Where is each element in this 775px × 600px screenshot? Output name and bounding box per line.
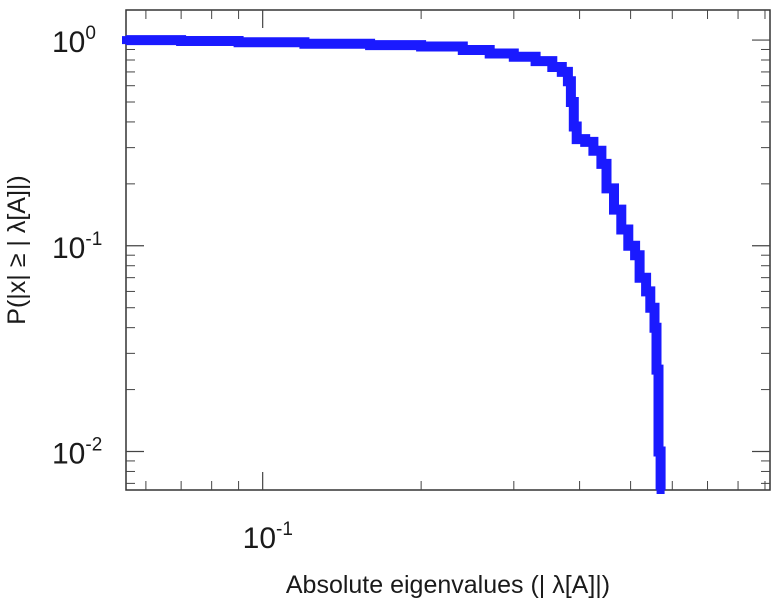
y-tick-label: 10-1 (52, 229, 102, 265)
series-point (610, 205, 618, 214)
series-line (126, 35, 666, 490)
series-point (589, 146, 598, 155)
series-point (563, 77, 572, 86)
series-point (646, 303, 655, 312)
series-point (581, 137, 590, 146)
series-point (531, 57, 540, 66)
tick-labels: 10-1 100 10-1 10-2 (52, 23, 293, 555)
series-point (122, 36, 130, 45)
series-point (656, 486, 665, 494)
series-point (366, 41, 375, 50)
y-axis-label: P(|x| ≥ | λ[A]|) (3, 175, 31, 324)
series-point (509, 52, 518, 61)
series-point (300, 39, 309, 48)
series-point (617, 225, 626, 234)
series-point (631, 251, 640, 260)
series-point (566, 98, 575, 106)
series-layer (122, 35, 666, 494)
series-point (597, 159, 606, 168)
series-point (177, 37, 186, 45)
minor-ticks (126, 10, 770, 490)
series-point (557, 67, 566, 76)
major-ticks (126, 10, 770, 490)
series-point (548, 63, 557, 71)
series-point (572, 135, 581, 144)
series-point (642, 287, 651, 296)
series-point (624, 241, 633, 250)
series-point (602, 184, 611, 193)
series-point (650, 323, 659, 332)
series-point (234, 38, 243, 47)
y-tick-label: 100 (52, 23, 96, 59)
series-point (569, 122, 578, 131)
plot-frame (125, 9, 771, 491)
series-point (417, 42, 426, 51)
series-point (485, 49, 494, 58)
y-tick-label: 10-2 (52, 435, 102, 471)
series-point (654, 447, 663, 456)
x-tick-label: 10-1 (243, 519, 293, 555)
series-point (635, 273, 644, 282)
x-axis-label: Absolute eigenvalues (| λ[A]|) (286, 571, 610, 599)
series-point (458, 46, 467, 54)
series-point (652, 365, 661, 374)
